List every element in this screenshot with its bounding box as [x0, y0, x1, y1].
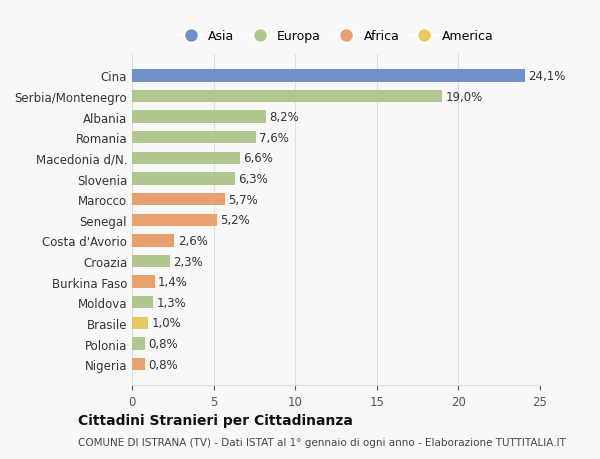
Text: 7,6%: 7,6%	[259, 132, 289, 145]
Bar	[132, 297, 153, 309]
Text: Cittadini Stranieri per Cittadinanza: Cittadini Stranieri per Cittadinanza	[78, 414, 353, 428]
Bar	[132, 235, 175, 247]
Text: 0,8%: 0,8%	[148, 337, 178, 350]
Bar	[132, 255, 170, 268]
Text: 2,3%: 2,3%	[173, 255, 203, 268]
Bar	[132, 70, 526, 83]
Bar	[132, 358, 145, 370]
Bar	[132, 152, 240, 165]
Bar	[132, 91, 442, 103]
Text: 5,2%: 5,2%	[220, 214, 250, 227]
Bar	[132, 194, 225, 206]
Text: 6,3%: 6,3%	[238, 173, 268, 185]
Bar	[132, 111, 266, 123]
Text: COMUNE DI ISTRANA (TV) - Dati ISTAT al 1° gennaio di ogni anno - Elaborazione TU: COMUNE DI ISTRANA (TV) - Dati ISTAT al 1…	[78, 437, 566, 447]
Text: 24,1%: 24,1%	[529, 70, 566, 83]
Text: 5,7%: 5,7%	[228, 193, 258, 206]
Bar	[132, 317, 148, 330]
Legend: Asia, Europa, Africa, America: Asia, Europa, Africa, America	[173, 25, 499, 48]
Text: 2,6%: 2,6%	[178, 235, 208, 247]
Bar	[132, 132, 256, 144]
Text: 1,3%: 1,3%	[157, 296, 186, 309]
Bar	[132, 276, 155, 288]
Text: 0,8%: 0,8%	[148, 358, 178, 371]
Text: 19,0%: 19,0%	[445, 90, 482, 103]
Bar	[132, 173, 235, 185]
Text: 1,4%: 1,4%	[158, 275, 188, 289]
Text: 6,6%: 6,6%	[243, 152, 273, 165]
Bar	[132, 214, 217, 226]
Bar	[132, 338, 145, 350]
Text: 1,0%: 1,0%	[152, 317, 181, 330]
Text: 8,2%: 8,2%	[269, 111, 299, 124]
